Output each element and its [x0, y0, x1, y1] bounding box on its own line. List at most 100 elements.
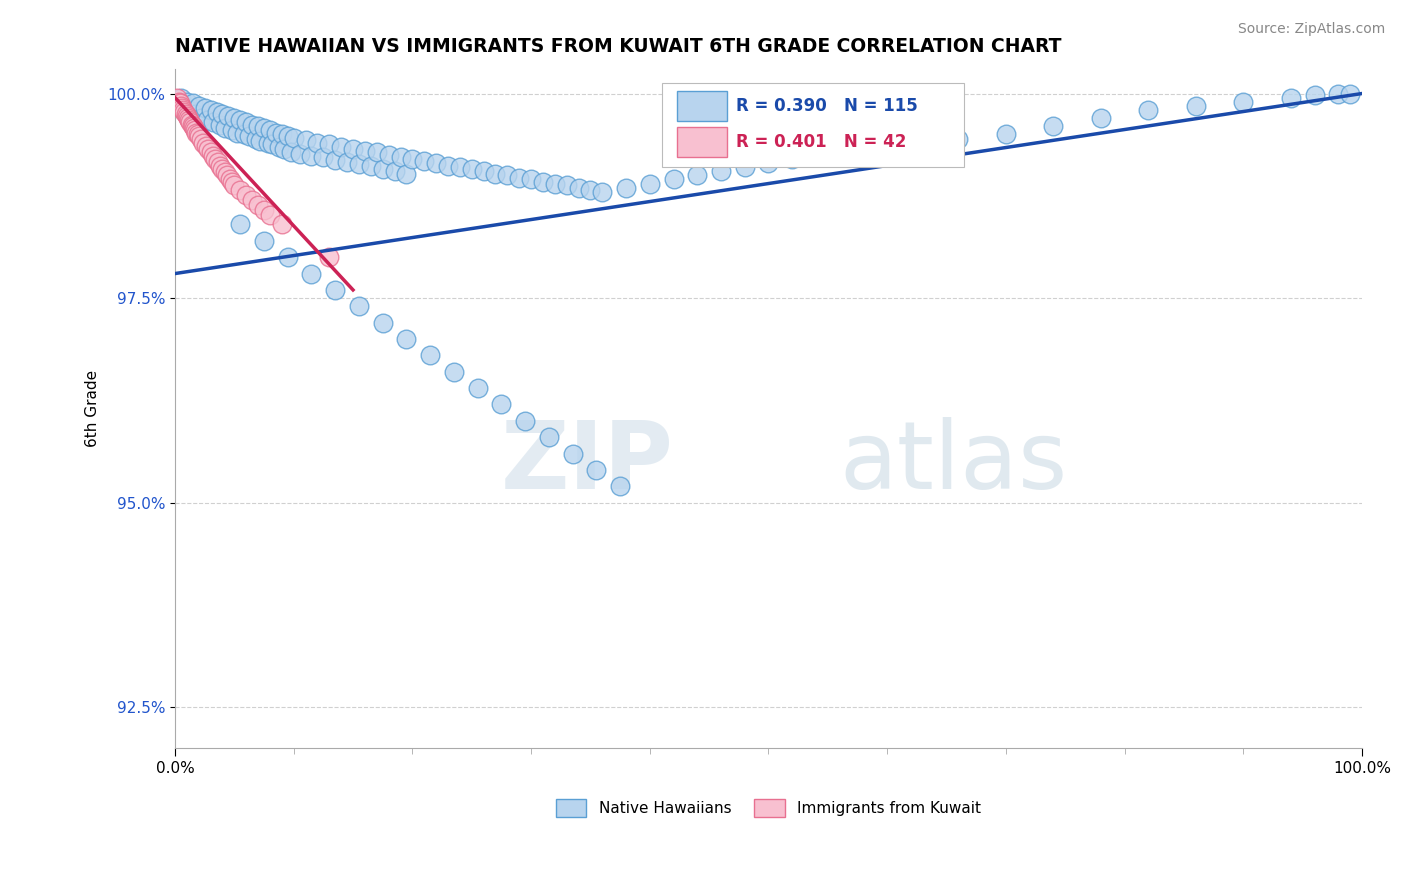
Point	[269, 139, 291, 153]
Point	[288, 147, 311, 161]
Point	[419, 348, 441, 362]
Point	[253, 234, 276, 248]
Point	[181, 96, 204, 111]
Point	[187, 129, 209, 144]
Point	[247, 198, 270, 212]
FancyBboxPatch shape	[662, 83, 965, 168]
Point	[211, 107, 233, 121]
Point	[354, 144, 377, 158]
Point	[253, 120, 276, 135]
Point	[437, 159, 460, 173]
Point	[170, 99, 193, 113]
Point	[585, 463, 607, 477]
Point	[190, 111, 212, 125]
Point	[214, 120, 236, 135]
Point	[277, 129, 299, 144]
Point	[342, 142, 364, 156]
Point	[224, 111, 246, 125]
Point	[734, 160, 756, 174]
Point	[194, 139, 217, 153]
Point	[472, 164, 495, 178]
Point	[179, 103, 201, 117]
Point	[179, 115, 201, 129]
Point	[638, 177, 661, 191]
Point	[193, 136, 215, 150]
Point	[323, 153, 346, 167]
Point	[195, 112, 218, 127]
Point	[1303, 88, 1326, 103]
Point	[330, 139, 353, 153]
Point	[184, 123, 207, 137]
Point	[567, 180, 589, 194]
Point	[371, 161, 394, 176]
Point	[249, 134, 271, 148]
Point	[280, 145, 302, 159]
Point	[173, 104, 195, 119]
Text: atlas: atlas	[839, 417, 1069, 509]
Point	[225, 126, 247, 140]
Point	[218, 171, 240, 186]
Point	[177, 111, 200, 125]
Point	[555, 178, 578, 193]
Point	[531, 175, 554, 189]
Point	[323, 283, 346, 297]
Point	[201, 115, 224, 129]
Point	[245, 131, 267, 145]
Point	[1327, 87, 1350, 102]
Point	[270, 218, 292, 232]
Point	[537, 430, 560, 444]
Point	[197, 142, 219, 156]
Point	[1090, 111, 1112, 125]
FancyBboxPatch shape	[678, 91, 727, 121]
Point	[758, 156, 780, 170]
Point	[205, 104, 228, 119]
Point	[264, 126, 287, 140]
Point	[176, 95, 198, 109]
Point	[262, 137, 284, 152]
Point	[994, 128, 1017, 142]
Point	[371, 316, 394, 330]
Point	[307, 136, 329, 150]
Point	[395, 332, 418, 346]
Point	[496, 169, 519, 183]
Point	[413, 153, 436, 168]
Point	[273, 142, 295, 156]
Point	[911, 136, 934, 150]
Point	[247, 120, 270, 134]
Point	[876, 139, 898, 153]
Point	[214, 165, 236, 179]
Point	[1042, 120, 1064, 134]
Point	[710, 164, 733, 178]
Point	[852, 144, 875, 158]
Point	[176, 110, 198, 124]
Y-axis label: 6th Grade: 6th Grade	[86, 370, 100, 447]
Point	[270, 128, 292, 142]
Point	[277, 250, 299, 264]
Point	[186, 126, 208, 140]
Point	[561, 447, 583, 461]
Point	[200, 103, 222, 117]
Point	[579, 183, 602, 197]
Point	[187, 99, 209, 113]
Point	[515, 414, 537, 428]
Point	[377, 148, 399, 162]
Point	[166, 90, 188, 104]
Point	[467, 381, 489, 395]
Point	[240, 193, 263, 207]
Point	[366, 145, 388, 160]
Point	[1339, 87, 1361, 101]
Point	[229, 218, 252, 232]
Point	[491, 397, 513, 411]
Point	[360, 159, 382, 173]
Point	[229, 183, 252, 197]
Point	[209, 118, 232, 132]
Point	[217, 110, 239, 124]
Point	[194, 101, 217, 115]
Point	[238, 129, 260, 144]
Point	[209, 159, 232, 173]
Point	[484, 167, 506, 181]
Point	[235, 115, 257, 129]
Point	[229, 112, 252, 127]
Point	[240, 118, 263, 132]
Point	[425, 156, 447, 170]
